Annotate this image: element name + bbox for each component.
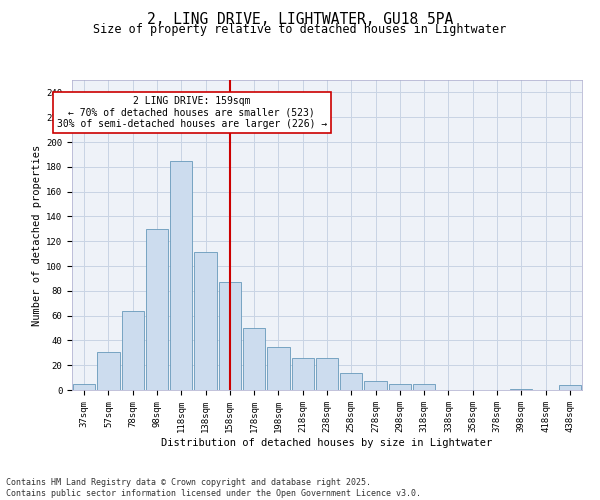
Bar [267,346,290,390]
Text: 2 LING DRIVE: 159sqm
← 70% of detached houses are smaller (523)
30% of semi-deta: 2 LING DRIVE: 159sqm ← 70% of detached h… [57,96,327,128]
Y-axis label: Number of detached properties: Number of detached properties [32,144,42,326]
X-axis label: Distribution of detached houses by size in Lightwater: Distribution of detached houses by size … [161,438,493,448]
Bar [559,385,581,390]
Bar [292,358,314,390]
Bar [218,282,241,390]
Bar [510,389,532,390]
Bar [170,160,193,390]
Bar [316,358,338,390]
Bar [340,372,362,390]
Bar [364,382,387,390]
Bar [73,384,95,390]
Bar [389,384,411,390]
Bar [194,252,217,390]
Bar [146,229,168,390]
Bar [97,352,119,390]
Bar [413,384,436,390]
Bar [122,310,144,390]
Text: Size of property relative to detached houses in Lightwater: Size of property relative to detached ho… [94,24,506,36]
Text: 2, LING DRIVE, LIGHTWATER, GU18 5PA: 2, LING DRIVE, LIGHTWATER, GU18 5PA [147,12,453,28]
Text: Contains HM Land Registry data © Crown copyright and database right 2025.
Contai: Contains HM Land Registry data © Crown c… [6,478,421,498]
Bar [243,328,265,390]
